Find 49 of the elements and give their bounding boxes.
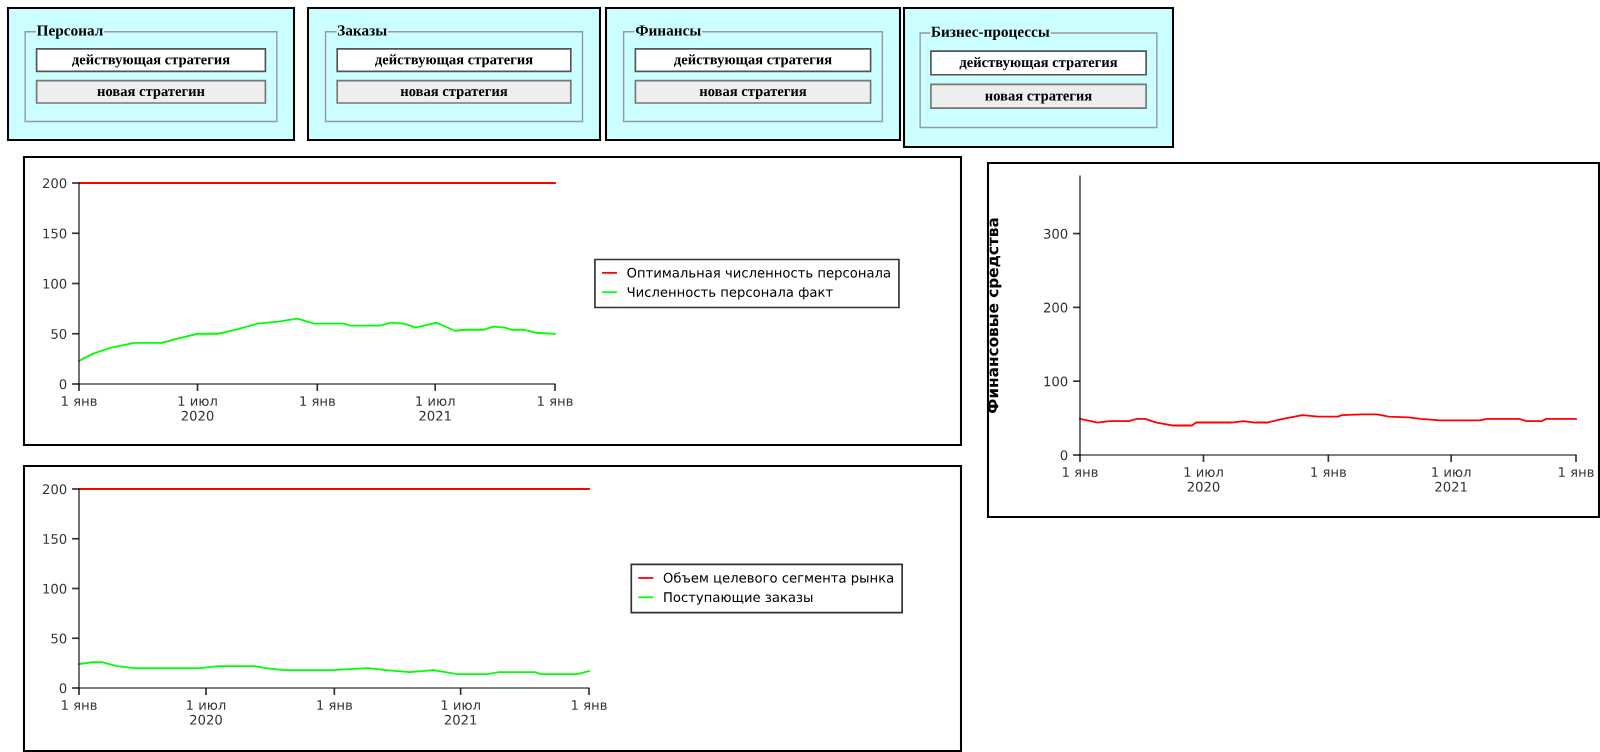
legend-label: Поступающие заказы: [664, 592, 813, 605]
text: действующая стратегия: [959, 57, 1118, 71]
y-tick-label: 150: [43, 533, 67, 544]
y-tick-label: 300: [1044, 228, 1068, 239]
legend-label: Численность персонала факт: [627, 287, 833, 300]
y-tick-label: 150: [43, 228, 67, 239]
y-tick-label: 0: [59, 683, 67, 694]
text: новая стратегин: [97, 89, 205, 100]
y-tick-label: 50: [51, 633, 67, 644]
text: Персонал: [36, 25, 103, 39]
line-series: [78, 317, 556, 362]
x-tick-label: 1 янв: [1558, 467, 1594, 477]
text: новая стратегия: [400, 89, 508, 100]
text: новая стратегия: [699, 89, 807, 100]
y-tick-label: 100: [1044, 376, 1068, 387]
text: действующая стратегия: [72, 54, 230, 68]
y-axis-title: Финансовые средства: [987, 218, 1002, 414]
y-tick-label: 200: [42, 484, 67, 495]
x-tick-label: 1 янв: [317, 700, 353, 710]
text: действующая стратегия: [674, 54, 832, 68]
x-tick-label: 1 июл 2021: [1432, 467, 1471, 492]
x-tick-label: 1 янв: [1311, 467, 1347, 477]
x-tick-label: 1 июл 2021: [441, 700, 480, 725]
text: новая стратегия: [985, 93, 1092, 104]
y-tick-label: 200: [42, 178, 67, 189]
line-series: [78, 661, 590, 675]
text: Финансы: [635, 25, 701, 36]
x-tick-label: 1 июл 2020: [1184, 467, 1223, 492]
x-tick-label: 1 янв: [61, 396, 97, 406]
x-tick-label: 1 янв: [571, 700, 607, 710]
x-tick-label: 1 янв: [537, 396, 573, 406]
text: Бизнес-процессы: [931, 26, 1050, 40]
x-tick-label: 1 июл 2020: [178, 396, 217, 421]
x-tick-label: 1 янв: [300, 396, 336, 406]
y-tick-label: 0: [1060, 450, 1068, 461]
x-tick-label: 1 июл 2021: [416, 396, 455, 421]
y-tick-label: 100: [43, 583, 67, 594]
y-tick-label: 200: [1043, 302, 1068, 313]
legend-label: Оптимальная численность персонала: [627, 267, 890, 281]
text: Заказы: [337, 25, 387, 36]
y-tick-label: 50: [51, 328, 67, 339]
y-tick-label: 0: [59, 379, 67, 390]
legend-label: Объем целевого сегмента рынка: [663, 572, 894, 586]
text: действующая стратегия: [375, 54, 533, 68]
x-tick-label: 1 янв: [1062, 467, 1098, 477]
line-series: [1079, 413, 1577, 427]
x-tick-label: 1 июл 2020: [187, 700, 226, 725]
y-tick-label: 100: [43, 278, 67, 289]
x-tick-label: 1 янв: [61, 700, 97, 710]
